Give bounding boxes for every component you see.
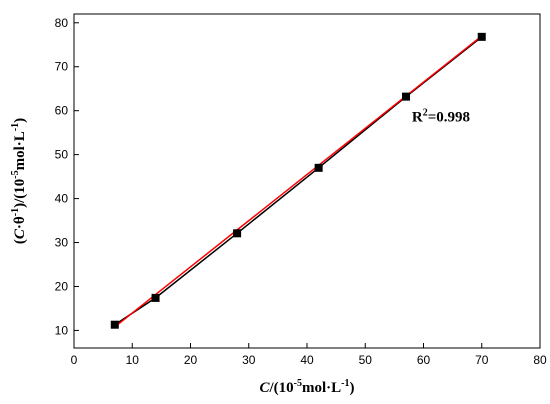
y-axis-ticks: 10 20 30 40 50 60 70 80 (55, 16, 79, 337)
x-tick-label: 40 (300, 353, 314, 367)
data-point (402, 92, 411, 101)
y-tick-label: 20 (55, 279, 69, 293)
y-tick-label: 50 (55, 148, 69, 162)
x-tick-label: 0 (71, 353, 78, 367)
x-tick-label: 80 (533, 353, 547, 367)
data-point (477, 32, 486, 41)
plot-area (73, 13, 541, 349)
x-axis-title: C/(10-5mol·L-1) (259, 378, 354, 396)
data-points (110, 32, 486, 329)
data-point (314, 163, 323, 172)
x-tick-label: 60 (417, 353, 431, 367)
y-axis-title: (C·θ-1)/(10-5mol·L-1) (10, 118, 28, 244)
x-tick-label: 10 (126, 353, 140, 367)
y-tick-label: 30 (55, 236, 69, 250)
data-point (233, 229, 242, 238)
y-tick-label: 60 (55, 104, 69, 118)
y-tick-label: 80 (55, 16, 69, 30)
x-tick-label: 30 (242, 353, 256, 367)
x-axis-ticks: 0 10 20 30 40 50 60 70 80 (71, 343, 547, 367)
y-tick-label: 10 (55, 323, 69, 337)
y-tick-label: 40 (55, 192, 69, 206)
data-point (110, 320, 119, 329)
linear-fit-line (114, 35, 483, 328)
x-tick-label: 20 (184, 353, 198, 367)
x-tick-label: 70 (475, 353, 489, 367)
series-lines (114, 35, 483, 328)
data-point (151, 293, 160, 302)
x-tick-label: 50 (359, 353, 373, 367)
r-squared-annotation: R2=0.998 (412, 108, 470, 126)
y-tick-label: 70 (55, 60, 69, 74)
